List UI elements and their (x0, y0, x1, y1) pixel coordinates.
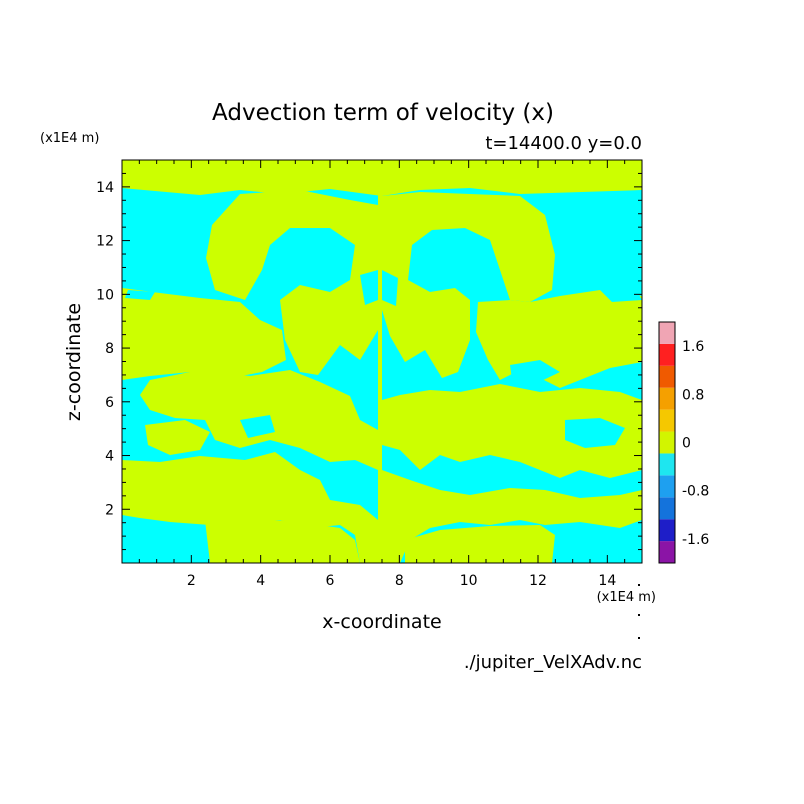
y-tick-label: 12 (96, 234, 114, 250)
region-mid-right (382, 384, 642, 478)
colorbar-tick-label: 1.6 (682, 339, 704, 355)
region-right-lower (382, 470, 642, 563)
region-left-wedge (122, 288, 286, 380)
colorbar-swatch (659, 322, 675, 344)
colorbar-swatch (659, 387, 675, 410)
x-axis-label: x-coordinate (322, 611, 441, 633)
tiny-dots (638, 584, 640, 639)
x-tick-label: 4 (256, 573, 265, 589)
colorbar-frame (658, 321, 676, 564)
y-axis-label: z-coordinate (63, 303, 85, 421)
region-right-blob-a (565, 418, 625, 448)
chart-title: Advection term of velocity (x) (212, 100, 554, 126)
island-right-1 (510, 360, 560, 384)
y-tick-label: 10 (96, 287, 114, 303)
y-tick-label: 8 (105, 341, 114, 357)
region-bottom-left-wedge (205, 518, 360, 563)
negative-islands (125, 270, 642, 438)
island-left-2 (125, 290, 155, 300)
colorbar-swatch (659, 497, 675, 520)
x-tick-label: 14 (598, 573, 616, 589)
y-tick-label: 4 (105, 449, 114, 465)
colorbar-swatch (659, 343, 675, 366)
y-tick-label: 14 (96, 180, 114, 196)
island-left-1 (240, 415, 275, 438)
colorbar-tick-label: 0 (682, 436, 691, 452)
x-tick-label: 6 (326, 573, 335, 589)
colorbar-tick-label: -0.8 (682, 484, 709, 500)
chart-subtitle: t=14400.0 y=0.0 (485, 133, 642, 154)
colorbar-swatch (659, 541, 675, 563)
colorbar-swatch (659, 409, 675, 432)
plot-area (121, 159, 643, 564)
region-upper-left-plume (206, 190, 378, 375)
y-tick-label: 6 (105, 395, 114, 411)
island-right-2 (600, 288, 642, 302)
x-tick-label: 8 (395, 573, 404, 589)
positive-regions (122, 160, 642, 563)
island-center-2 (382, 270, 398, 306)
y-unit-label: (x1E4 m) (40, 131, 99, 146)
x-unit-label: (x1E4 m) (597, 590, 656, 605)
region-left-blob-a (145, 420, 210, 455)
source-file-label: ./jupiter_VelXAdv.nc (464, 652, 642, 673)
colorbar-swatch (659, 475, 675, 498)
region-left-edge-sliver (122, 470, 140, 505)
x-tick-label: 10 (460, 573, 478, 589)
y-tick-label: 2 (105, 502, 114, 518)
x-tick-label: 12 (529, 573, 547, 589)
region-bottom-right-wedge (405, 525, 555, 563)
colorbar-swatch (659, 453, 675, 476)
x-tick-label: 2 (187, 573, 196, 589)
x-axis: 2 4 6 8 10 12 14 (138, 160, 626, 589)
colorbar-tick-label: -1.6 (682, 532, 709, 548)
region-upper-right-plume (382, 192, 555, 378)
colorbar-swatch (659, 519, 675, 542)
colorbar-swatch (659, 365, 675, 388)
region-left-blob-b (122, 452, 378, 563)
region-right-side (476, 290, 642, 388)
colorbar-tick-label: 0.8 (682, 387, 704, 403)
colorbar-swatch (659, 431, 675, 454)
y-axis: 2 4 6 8 10 12 14 (96, 172, 642, 551)
colorbar: 1.6 0.8 0 -0.8 -1.6 (658, 321, 709, 564)
island-center-1 (360, 270, 378, 305)
region-central-column (378, 160, 382, 563)
